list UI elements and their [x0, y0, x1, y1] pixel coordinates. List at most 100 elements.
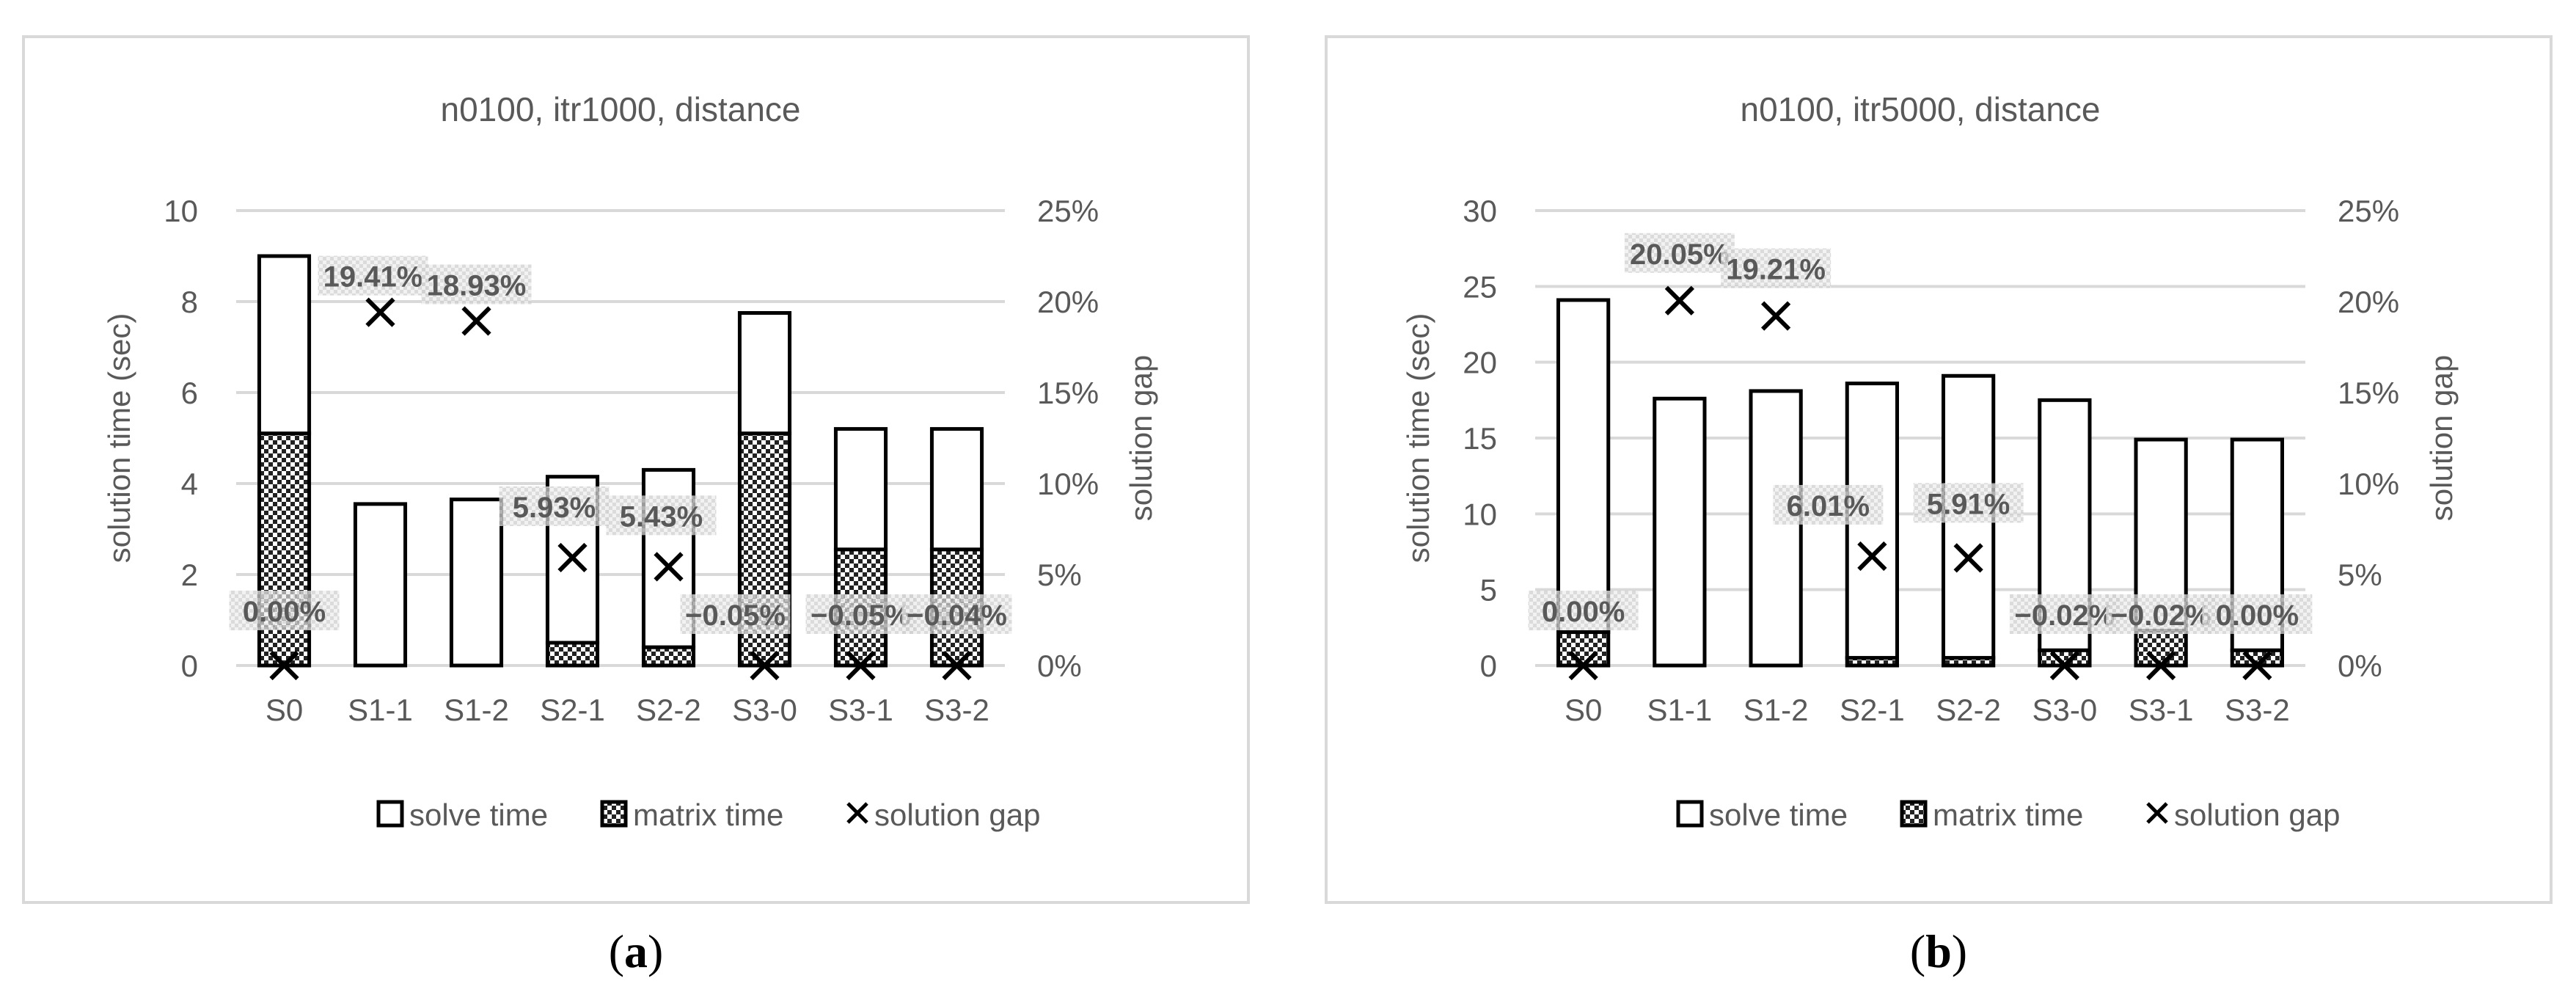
bar-solve-time [929, 427, 984, 552]
gap-marker [2049, 650, 2079, 681]
chart-title: n0100, itr5000, distance [1740, 90, 2100, 128]
y2-tick-label: 25% [1037, 194, 1099, 228]
data-label-box [680, 594, 791, 634]
x-tick-label: S3-2 [924, 693, 989, 727]
y-tick-label: 0 [181, 649, 198, 683]
gap-marker [846, 650, 876, 681]
data-label-box [1624, 233, 1735, 273]
legend: solve time matrix time solution gap [1676, 798, 2341, 832]
y2-tick-label: 10% [1037, 467, 1099, 501]
x-tick-label: S0 [266, 693, 303, 727]
y-tick-label: 10 [164, 194, 198, 228]
data-label: −0.02% [2014, 599, 2115, 632]
y2-tick-label: 20% [2338, 285, 2399, 319]
legend-label: solve time [409, 798, 548, 832]
gap-marker [1568, 650, 1598, 681]
bar-solve-time [833, 427, 888, 552]
x-tick-label: S0 [1565, 693, 1602, 727]
gap-marker [365, 297, 395, 327]
data-label: −0.02% [2111, 599, 2211, 632]
data-label: 5.43% [620, 500, 703, 533]
bar-solve-time [1749, 389, 1803, 668]
data-label: −0.04% [907, 599, 1007, 632]
data-label-box [229, 591, 340, 630]
y-tick-label: 25 [1463, 269, 1497, 304]
data-label: 19.21% [1726, 254, 1826, 286]
y2-axis-title: solution gap [2424, 355, 2459, 522]
legend-swatch-matrix [600, 800, 628, 828]
legend-label: matrix time [633, 798, 783, 832]
y-tick-label: 0 [1480, 649, 1497, 683]
data-label-box [1913, 483, 2024, 523]
legend-label: solution gap [2174, 798, 2341, 832]
x-tick-label: S1-2 [1743, 693, 1809, 727]
bar-solve-time [449, 497, 504, 668]
y-tick-label: 4 [181, 467, 198, 501]
x-tick-label: S1-1 [348, 693, 413, 727]
y-axis-title: solution time (sec) [102, 313, 136, 564]
gap-marker [461, 306, 491, 336]
legend-swatch-gap [846, 802, 868, 824]
y2-tick-label: 10% [2338, 467, 2399, 501]
bar-matrix-time [1556, 630, 1611, 668]
x-tick-label: S2-1 [1840, 693, 1905, 727]
x-tick-label: S1-1 [1647, 693, 1713, 727]
data-label-box [901, 594, 1012, 634]
data-label-box [1773, 484, 1884, 525]
panel-caption: (a) [609, 925, 664, 977]
y2-tick-label: 5% [1037, 558, 1082, 592]
gap-marker [2146, 650, 2176, 681]
bar-solve-time [737, 311, 792, 436]
bar-solve-time [257, 254, 312, 436]
y-tick-label: 30 [1463, 194, 1497, 228]
gap-marker [942, 650, 972, 681]
legend-swatch-solve [376, 800, 404, 828]
chart-panel-b: n0100, itr5000, distance 0 5 10 15 20 25 30 0% 5%… [1325, 35, 2553, 904]
x-tick-label: S2-2 [1936, 693, 2001, 727]
x-tick-label: S3-1 [828, 693, 893, 727]
data-label-box [318, 255, 428, 296]
y-tick-label: 5 [1480, 573, 1497, 608]
data-label: 20.05% [1630, 238, 1730, 271]
legend-swatch-gap [2146, 802, 2168, 824]
x-tick-label: S2-2 [636, 693, 701, 727]
chart-title: n0100, itr1000, distance [440, 90, 800, 128]
y-tick-label: 15 [1463, 421, 1497, 456]
legend-label: solve time [1709, 798, 1848, 832]
x-tick-label: S2-1 [540, 693, 605, 727]
y-tick-label: 8 [181, 285, 198, 319]
data-label-box [805, 594, 916, 634]
data-label-box [499, 486, 610, 526]
data-label-box [606, 495, 717, 536]
y2-tick-label: 0% [1037, 649, 1082, 683]
data-label-box [421, 264, 532, 304]
chart-frame [1325, 35, 2553, 904]
data-label-box [2009, 594, 2120, 634]
gap-marker [1664, 285, 1694, 316]
data-label: 5.93% [513, 492, 596, 524]
bar-matrix-time [1942, 656, 1996, 668]
data-label-box [2202, 594, 2313, 634]
y-tick-label: 2 [181, 558, 198, 592]
gap-marker [557, 542, 588, 573]
legend-label: solution gap [874, 798, 1041, 832]
bar-solve-time [353, 502, 408, 668]
y2-axis-title: solution gap [1124, 355, 1158, 522]
data-label-box [2106, 594, 2217, 634]
y-tick-label: 6 [181, 376, 198, 410]
y2-tick-label: 25% [2338, 194, 2399, 228]
legend-swatch-matrix [1900, 800, 1928, 828]
chart-frame [22, 35, 1250, 904]
bar-matrix-time [257, 431, 312, 668]
legend-swatch-solve [1676, 800, 1704, 828]
data-label: 19.41% [323, 261, 423, 293]
x-tick-label: S3-0 [2032, 693, 2098, 727]
y2-tick-label: 0% [2338, 649, 2382, 683]
x-tick-label: S3-2 [2225, 693, 2290, 727]
bar-matrix-time [545, 641, 600, 668]
bar-matrix-time [2134, 628, 2188, 668]
data-label: 6.01% [1787, 490, 1870, 522]
x-tick-label: S1-2 [444, 693, 509, 727]
x-tick-label: S3-1 [2129, 693, 2194, 727]
data-label: 18.93% [427, 270, 527, 302]
